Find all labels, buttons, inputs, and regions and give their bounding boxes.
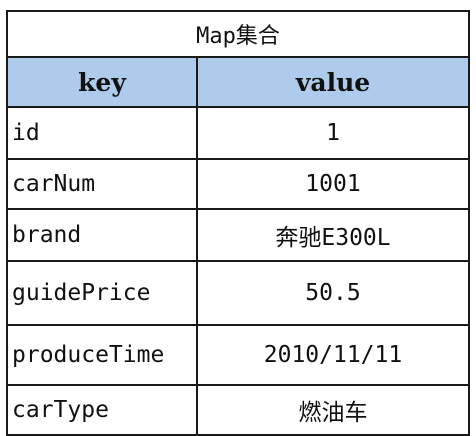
table-row: carType 燃油车: [6, 384, 470, 436]
header-key: key: [6, 56, 198, 108]
title-row: Map集合: [6, 10, 470, 58]
row-value: 2010/11/11: [196, 324, 470, 386]
table-row: id 1: [6, 106, 470, 160]
row-value: 1: [196, 106, 470, 160]
map-table: Map集合 key value id 1 carNum 1001 brand 奔…: [6, 10, 470, 436]
table-row: brand 奔驰E300L: [6, 208, 470, 262]
row-value: 燃油车: [196, 384, 470, 436]
table-row: carNum 1001: [6, 158, 470, 210]
row-key: carType: [6, 384, 198, 436]
header-value: value: [196, 56, 470, 108]
row-key: carNum: [6, 158, 198, 210]
row-value: 奔驰E300L: [196, 208, 470, 262]
table-row: produceTime 2010/11/11: [6, 324, 470, 386]
header-row: key value: [6, 56, 470, 108]
row-key: guidePrice: [6, 260, 198, 326]
row-key: produceTime: [6, 324, 198, 386]
row-key: id: [6, 106, 198, 160]
table-row: guidePrice 50.5: [6, 260, 470, 326]
row-value: 1001: [196, 158, 470, 210]
table-title: Map集合: [6, 10, 470, 58]
row-key: brand: [6, 208, 198, 262]
row-value: 50.5: [196, 260, 470, 326]
